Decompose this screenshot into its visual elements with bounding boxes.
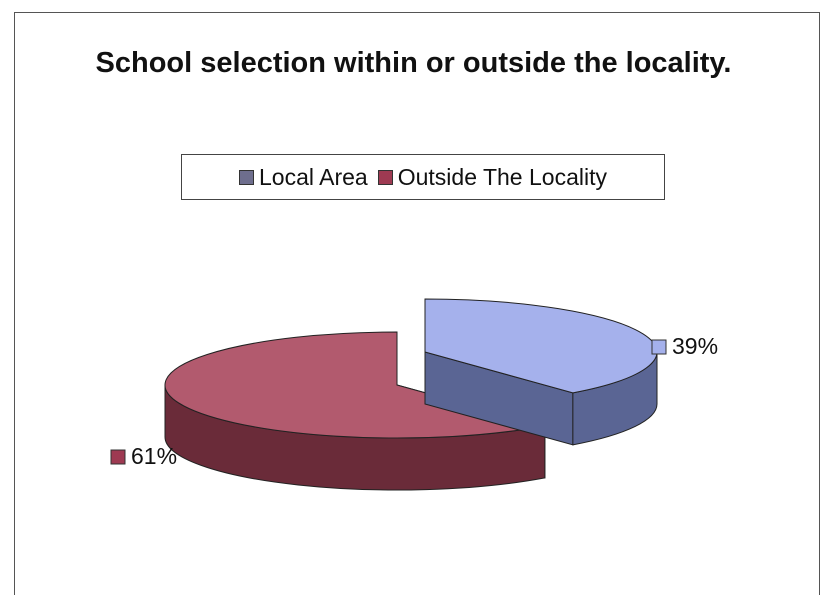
chart-legend: Local Area Outside The Locality bbox=[181, 154, 665, 200]
chart-frame bbox=[14, 12, 820, 595]
data-label-outside-the-locality: 61% bbox=[131, 443, 177, 469]
data-labels: 39% 61% bbox=[110, 333, 718, 469]
data-label-swatch-local-area bbox=[651, 339, 667, 355]
legend-swatch-local-area bbox=[239, 169, 255, 185]
data-label-swatch-outside-the-locality bbox=[110, 449, 126, 465]
legend-swatch-outside-locality bbox=[377, 169, 393, 185]
pie-slice-top-local-area bbox=[424, 298, 658, 394]
legend-label-local-area: Local Area bbox=[259, 163, 368, 190]
pie-slices bbox=[164, 298, 658, 491]
legend-label-outside-locality: Outside The Locality bbox=[397, 163, 607, 190]
legend-item-outside-locality: Outside The Locality bbox=[377, 163, 607, 191]
pie-slice-local-area bbox=[424, 298, 658, 446]
pie-slice-top-outside-the-locality bbox=[164, 331, 546, 439]
chart-title: School selection within or outside the l… bbox=[95, 47, 732, 79]
legend-item-local-area: Local Area bbox=[239, 164, 368, 191]
pie-slice-outside-the-locality bbox=[164, 331, 546, 491]
data-label-local-area: 39% bbox=[672, 333, 718, 359]
